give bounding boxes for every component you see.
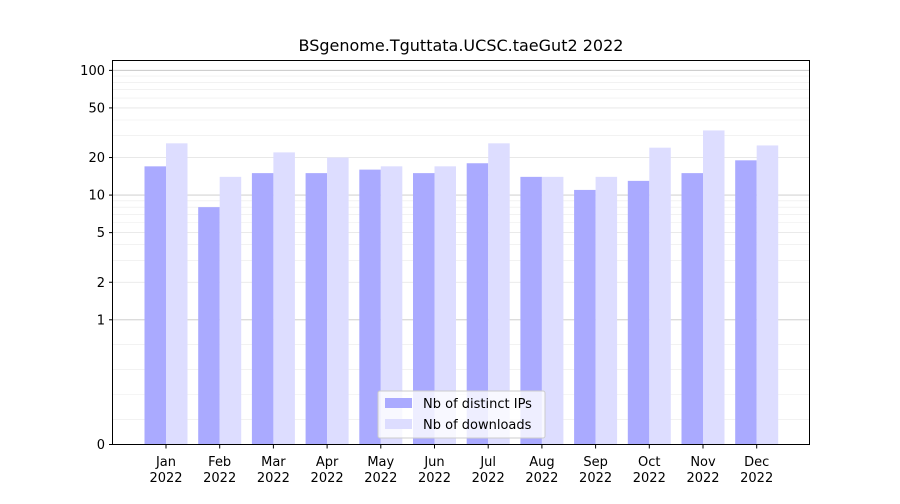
bar-distinct-ips xyxy=(413,173,435,445)
y-tick-label: 1 xyxy=(97,313,105,328)
x-tick-label-month: Jul xyxy=(479,455,496,470)
x-tick-label-month: Dec xyxy=(744,455,769,470)
bar-distinct-ips xyxy=(198,207,220,445)
plot-frame xyxy=(112,60,810,445)
x-tick-label-year: 2022 xyxy=(418,471,451,486)
legend-label-downloads: Nb of downloads xyxy=(423,418,532,433)
x-tick-label-year: 2022 xyxy=(740,471,773,486)
y-tick-label: 10 xyxy=(88,189,105,204)
y-tick-label: 0 xyxy=(97,438,105,453)
bar-downloads xyxy=(273,152,295,445)
bar-downloads xyxy=(380,166,403,445)
x-tick-label-month: Mar xyxy=(261,455,286,470)
bar-distinct-ips xyxy=(305,173,328,445)
x-tick-label-month: May xyxy=(367,455,394,470)
y-axis: 0 1 2 5 10 20 50 100 xyxy=(80,64,113,453)
bar-distinct-ips xyxy=(359,169,381,445)
legend-swatch-downloads xyxy=(385,419,412,429)
bar-downloads xyxy=(166,143,188,445)
bar-distinct-ips xyxy=(735,160,757,445)
y-tick-label: 20 xyxy=(88,151,105,166)
bar-distinct-ips xyxy=(681,173,703,445)
bar-distinct-ips xyxy=(627,180,650,445)
bars xyxy=(144,130,779,445)
y-tick-label: 50 xyxy=(88,101,105,116)
bar-distinct-ips xyxy=(574,189,596,445)
bar-downloads xyxy=(703,130,725,445)
x-tick-label-month: Apr xyxy=(316,455,339,470)
y-tick-label: 5 xyxy=(97,226,105,241)
bar-downloads xyxy=(434,166,456,445)
legend: Nb of distinct IPs Nb of downloads xyxy=(377,390,546,439)
bar-distinct-ips xyxy=(520,176,542,445)
x-tick-label-year: 2022 xyxy=(579,471,612,486)
bar-downloads xyxy=(488,143,510,445)
x-tick-label-month: Aug xyxy=(529,455,554,470)
y-tick-label: 2 xyxy=(97,276,105,291)
x-tick-label-year: 2022 xyxy=(686,471,719,486)
legend-box xyxy=(377,390,546,439)
bar-distinct-ips xyxy=(466,163,489,445)
x-tick-label-month: Sep xyxy=(583,455,608,470)
x-tick-label-year: 2022 xyxy=(257,471,290,486)
x-tick-label-year: 2022 xyxy=(311,471,344,486)
bar-downloads xyxy=(219,176,242,445)
x-tick-label-month: Oct xyxy=(638,455,660,470)
legend-label-distinct-ips: Nb of distinct IPs xyxy=(423,397,532,412)
x-tick-label-year: 2022 xyxy=(203,471,236,486)
bar-distinct-ips xyxy=(251,173,274,445)
bar-downloads xyxy=(327,157,349,445)
bar-distinct-ips xyxy=(144,166,166,445)
x-tick-label-year: 2022 xyxy=(149,471,182,486)
bar-downloads xyxy=(649,147,671,445)
x-tick-label-year: 2022 xyxy=(364,471,397,486)
x-axis: Jan2022Feb2022Mar2022Apr2022May2022Jun20… xyxy=(149,444,773,486)
bar-downloads xyxy=(595,176,618,445)
x-tick-label-year: 2022 xyxy=(525,471,558,486)
bar-downloads xyxy=(541,176,564,445)
chart-title: BSgenome.Tguttata.UCSC.taeGut2 2022 xyxy=(299,36,624,55)
x-tick-label-year: 2022 xyxy=(633,471,666,486)
bar-downloads xyxy=(756,145,779,445)
x-tick-label-month: Nov xyxy=(690,455,716,470)
x-tick-label-year: 2022 xyxy=(472,471,505,486)
y-tick-label: 100 xyxy=(80,64,105,79)
legend-swatch-distinct-ips xyxy=(385,398,412,408)
x-tick-label-month: Feb xyxy=(208,455,231,470)
x-tick-label-month: Jan xyxy=(155,455,176,470)
x-tick-label-month: Jun xyxy=(423,455,444,470)
